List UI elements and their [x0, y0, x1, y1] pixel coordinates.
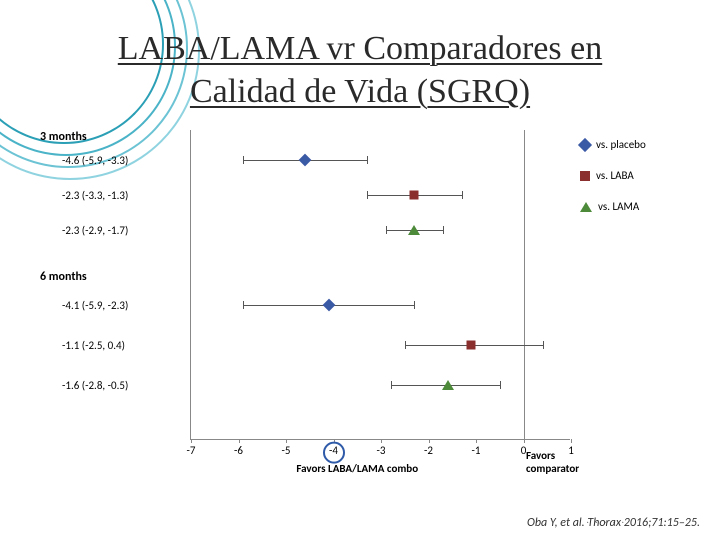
axis-label-left: Favors LABA/LAMA combo — [296, 462, 418, 475]
title-line-2: Calidad de Vida (SGRQ) — [0, 71, 720, 114]
legend-item-lama: vs. LAMA — [580, 200, 680, 213]
square-marker — [410, 191, 419, 200]
group-label: 6 months — [40, 270, 87, 284]
legend-item-laba: vs. LABA — [580, 169, 680, 182]
group-label: 3 months — [40, 130, 87, 144]
legend-label: vs. LABA — [596, 169, 634, 182]
row-ci-text: -4.1 (-5.9, -2.3) — [62, 299, 128, 312]
x-tick-label: -6 — [234, 444, 243, 457]
zero-reference-line — [524, 130, 525, 439]
citation: Oba Y, et al. Thorax 2016;71:15–25. — [527, 516, 700, 530]
x-tick-label: -2 — [424, 444, 433, 457]
triangle-icon — [580, 202, 592, 212]
slide-title: LABA/LAMA vr Comparadores en Calidad de … — [0, 28, 720, 113]
diamond-icon — [578, 137, 592, 151]
highlight-circle — [323, 442, 345, 464]
triangle-marker — [408, 225, 420, 235]
row-ci-text: -2.3 (-3.3, -1.3) — [62, 189, 128, 202]
forest-plot: vs. placebo vs. LABA vs. LAMA -7-6-5-4-3… — [190, 130, 570, 440]
title-line-1: LABA/LAMA vr Comparadores en — [0, 28, 720, 71]
triangle-marker — [442, 380, 454, 390]
square-icon — [580, 171, 590, 181]
square-marker — [467, 341, 476, 350]
x-tick-label: -7 — [187, 444, 196, 457]
x-tick-label: -5 — [282, 444, 291, 457]
forest-plot-container: vs. placebo vs. LABA vs. LAMA -7-6-5-4-3… — [40, 130, 680, 490]
row-ci-text: -1.1 (-2.5, 0.4) — [62, 339, 125, 352]
x-tick-label: -1 — [472, 444, 481, 457]
row-ci-text: -1.6 (-2.8, -0.5) — [62, 379, 128, 392]
legend-label: vs. placebo — [596, 138, 646, 151]
diamond-marker — [322, 299, 335, 312]
legend: vs. placebo vs. LABA vs. LAMA — [580, 138, 680, 231]
axis-label-right: Favors comparator — [526, 449, 579, 475]
legend-item-placebo: vs. placebo — [580, 138, 680, 151]
legend-label: vs. LAMA — [598, 200, 639, 213]
row-ci-text: -4.6 (-5.9, -3.3) — [62, 154, 128, 167]
diamond-marker — [299, 154, 312, 167]
row-ci-text: -2.3 (-2.9, -1.7) — [62, 224, 128, 237]
x-tick-label: -3 — [377, 444, 386, 457]
